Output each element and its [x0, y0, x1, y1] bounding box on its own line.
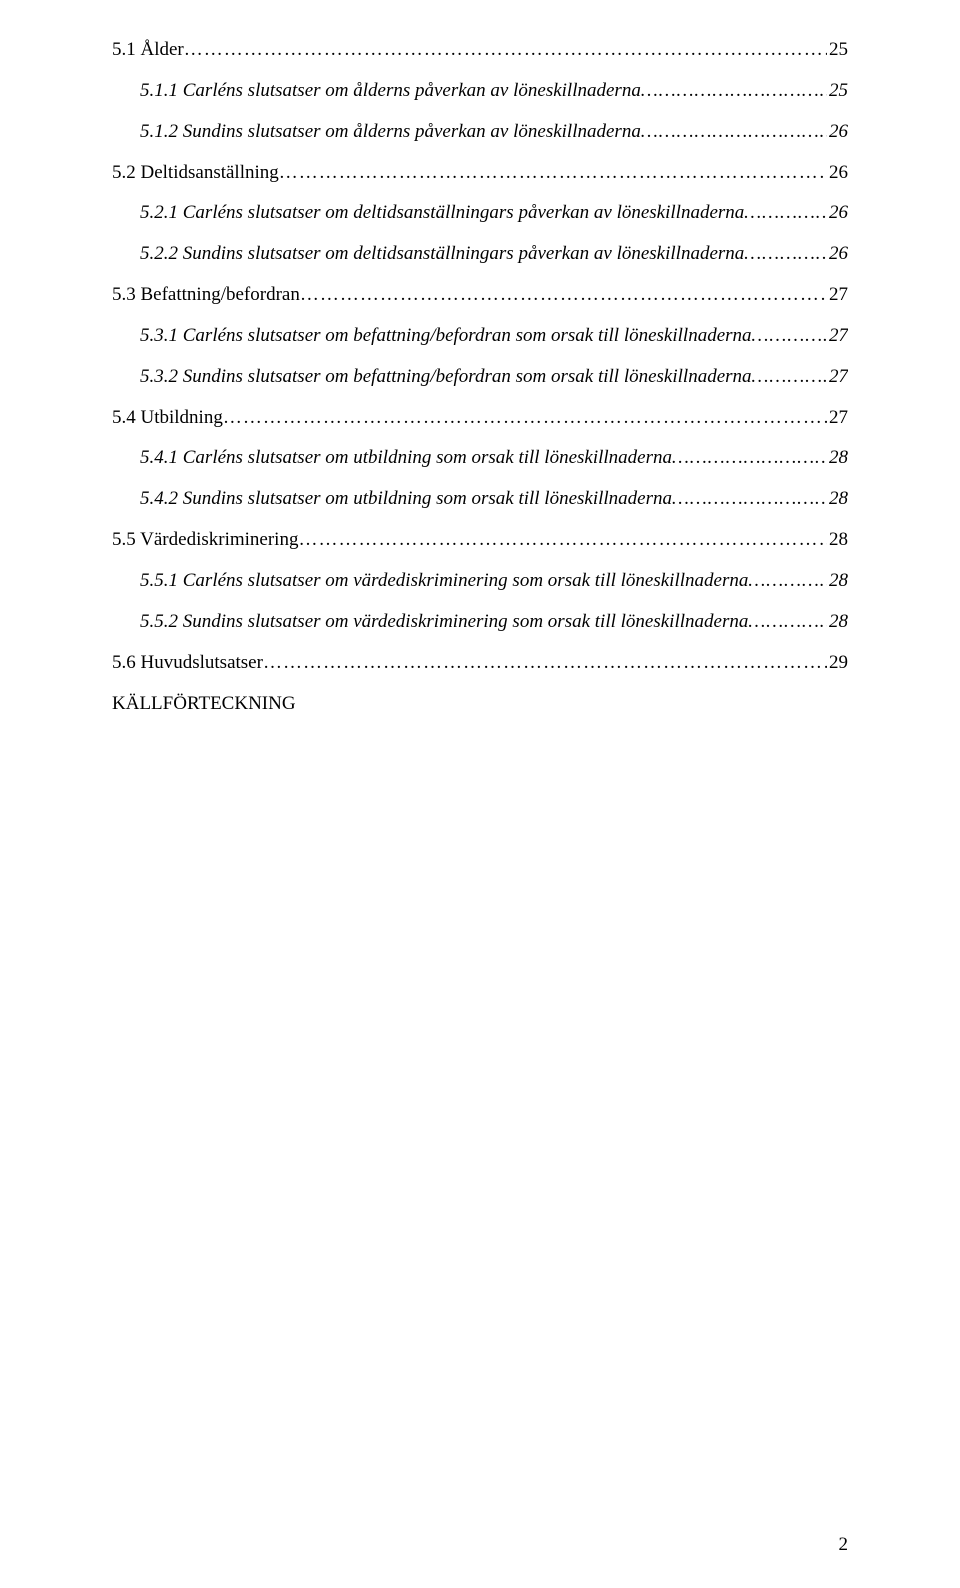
toc-entry-leader: ……………………………………………………………………………………………………………	[752, 316, 827, 357]
toc-entry: 5.2.2 Sundins slutsatser om deltidsanstä…	[112, 234, 848, 275]
toc-entry-page: 26	[827, 234, 848, 275]
toc-entry-label: 5.3 Befattning/befordran	[112, 275, 300, 316]
toc-entry: 5.5.2 Sundins slutsatser om värdediskrim…	[112, 602, 848, 643]
page-number: 2	[839, 1534, 849, 1556]
toc-entry-page: 26	[827, 153, 848, 194]
toc-entry: 5.2 Deltidsanställning…………………………………………………	[112, 153, 848, 194]
toc-entry-page: 28	[827, 438, 848, 479]
toc-entry-leader: ……………………………………………………………………………………………………………	[744, 234, 827, 275]
toc-entry: 5.4 Utbildning………………………………………………………………………	[112, 398, 848, 439]
toc-entry-label: 5.5.2 Sundins slutsatser om värdediskrim…	[140, 602, 748, 643]
toc-entry-label: 5.4 Utbildning	[112, 398, 223, 439]
toc-entry-label: 5.3.2 Sundins slutsatser om befattning/b…	[140, 357, 752, 398]
toc-entry: 5.3.2 Sundins slutsatser om befattning/b…	[112, 357, 848, 398]
toc-entry-label: 5.2 Deltidsanställning	[112, 153, 279, 194]
sources-heading: KÄLLFÖRTECKNING	[112, 684, 848, 725]
toc-entry-label: 5.1 Ålder	[112, 30, 184, 71]
toc-entry: 5.1.2 Sundins slutsatser om ålderns påve…	[112, 112, 848, 153]
toc-entry-page: 27	[827, 357, 848, 398]
toc-entry-page: 28	[827, 479, 848, 520]
toc-entry-leader: ……………………………………………………………………………………………………………	[672, 479, 827, 520]
toc-entry-leader: ……………………………………………………………………………………………………………	[672, 438, 827, 479]
toc-entry-leader: ……………………………………………………………………………………………………………	[300, 275, 827, 316]
toc-entry-label: 5.2.2 Sundins slutsatser om deltidsanstä…	[140, 234, 744, 275]
toc-entry-page: 25	[827, 71, 848, 112]
toc-list: 5.1 Ålder……………………………………………………………………………………	[112, 30, 848, 684]
toc-entry-page: 26	[827, 112, 848, 153]
toc-entry-page: 28	[827, 520, 848, 561]
toc-entry-label: 5.5.1 Carléns slutsatser om värdediskrim…	[140, 561, 748, 602]
toc-entry-leader: ……………………………………………………………………………………………………………	[641, 112, 827, 153]
toc-entry: 5.6 Huvudslutsatser…………………………………………………………	[112, 643, 848, 684]
toc-entry-page: 26	[827, 193, 848, 234]
toc-entry-label: 5.3.1 Carléns slutsatser om befattning/b…	[140, 316, 752, 357]
toc-entry-page: 28	[827, 561, 848, 602]
toc-entry-page: 27	[827, 398, 848, 439]
toc-entry: 5.4.2 Sundins slutsatser om utbildning s…	[112, 479, 848, 520]
toc-entry: 5.2.1 Carléns slutsatser om deltidsanstä…	[112, 193, 848, 234]
toc-entry-leader: ……………………………………………………………………………………………………………	[184, 30, 827, 71]
toc-entry-page: 25	[827, 30, 848, 71]
toc-entry-label: 5.1.2 Sundins slutsatser om ålderns påve…	[140, 112, 641, 153]
toc-entry-page: 28	[827, 602, 848, 643]
toc-entry-leader: ……………………………………………………………………………………………………………	[744, 193, 827, 234]
page: 5.1 Ålder……………………………………………………………………………………	[0, 0, 960, 1588]
toc-entry-page: 27	[827, 275, 848, 316]
toc-entry: 5.3 Befattning/befordran……………………………………………	[112, 275, 848, 316]
toc-entry-leader: ……………………………………………………………………………………………………………	[223, 398, 827, 439]
toc-entry-leader: ……………………………………………………………………………………………………………	[279, 153, 827, 194]
toc-entry: 5.3.1 Carléns slutsatser om befattning/b…	[112, 316, 848, 357]
toc-entry-page: 27	[827, 316, 848, 357]
toc-entry-leader: ……………………………………………………………………………………………………………	[298, 520, 827, 561]
toc-entry: 5.5.1 Carléns slutsatser om värdediskrim…	[112, 561, 848, 602]
toc-entry-leader: ……………………………………………………………………………………………………………	[641, 71, 827, 112]
toc-entry-label: 5.4.1 Carléns slutsatser om utbildning s…	[140, 438, 672, 479]
toc-entry-label: 5.1.1 Carléns slutsatser om ålderns påve…	[140, 71, 641, 112]
toc-entry-label: 5.5 Värdediskriminering	[112, 520, 298, 561]
toc-entry-leader: ……………………………………………………………………………………………………………	[263, 643, 827, 684]
toc-entry: 5.1.1 Carléns slutsatser om ålderns påve…	[112, 71, 848, 112]
toc-entry-leader: ……………………………………………………………………………………………………………	[748, 561, 827, 602]
toc-entry-label: 5.6 Huvudslutsatser	[112, 643, 263, 684]
toc-entry-page: 29	[827, 643, 848, 684]
toc-entry: 5.4.1 Carléns slutsatser om utbildning s…	[112, 438, 848, 479]
toc-entry: 5.1 Ålder……………………………………………………………………………………	[112, 30, 848, 71]
toc-entry-leader: ……………………………………………………………………………………………………………	[748, 602, 827, 643]
toc-entry-label: 5.2.1 Carléns slutsatser om deltidsanstä…	[140, 193, 744, 234]
toc-entry: 5.5 Värdediskriminering………………………………………………	[112, 520, 848, 561]
toc-entry-leader: ……………………………………………………………………………………………………………	[752, 357, 827, 398]
toc-entry-label: 5.4.2 Sundins slutsatser om utbildning s…	[140, 479, 672, 520]
